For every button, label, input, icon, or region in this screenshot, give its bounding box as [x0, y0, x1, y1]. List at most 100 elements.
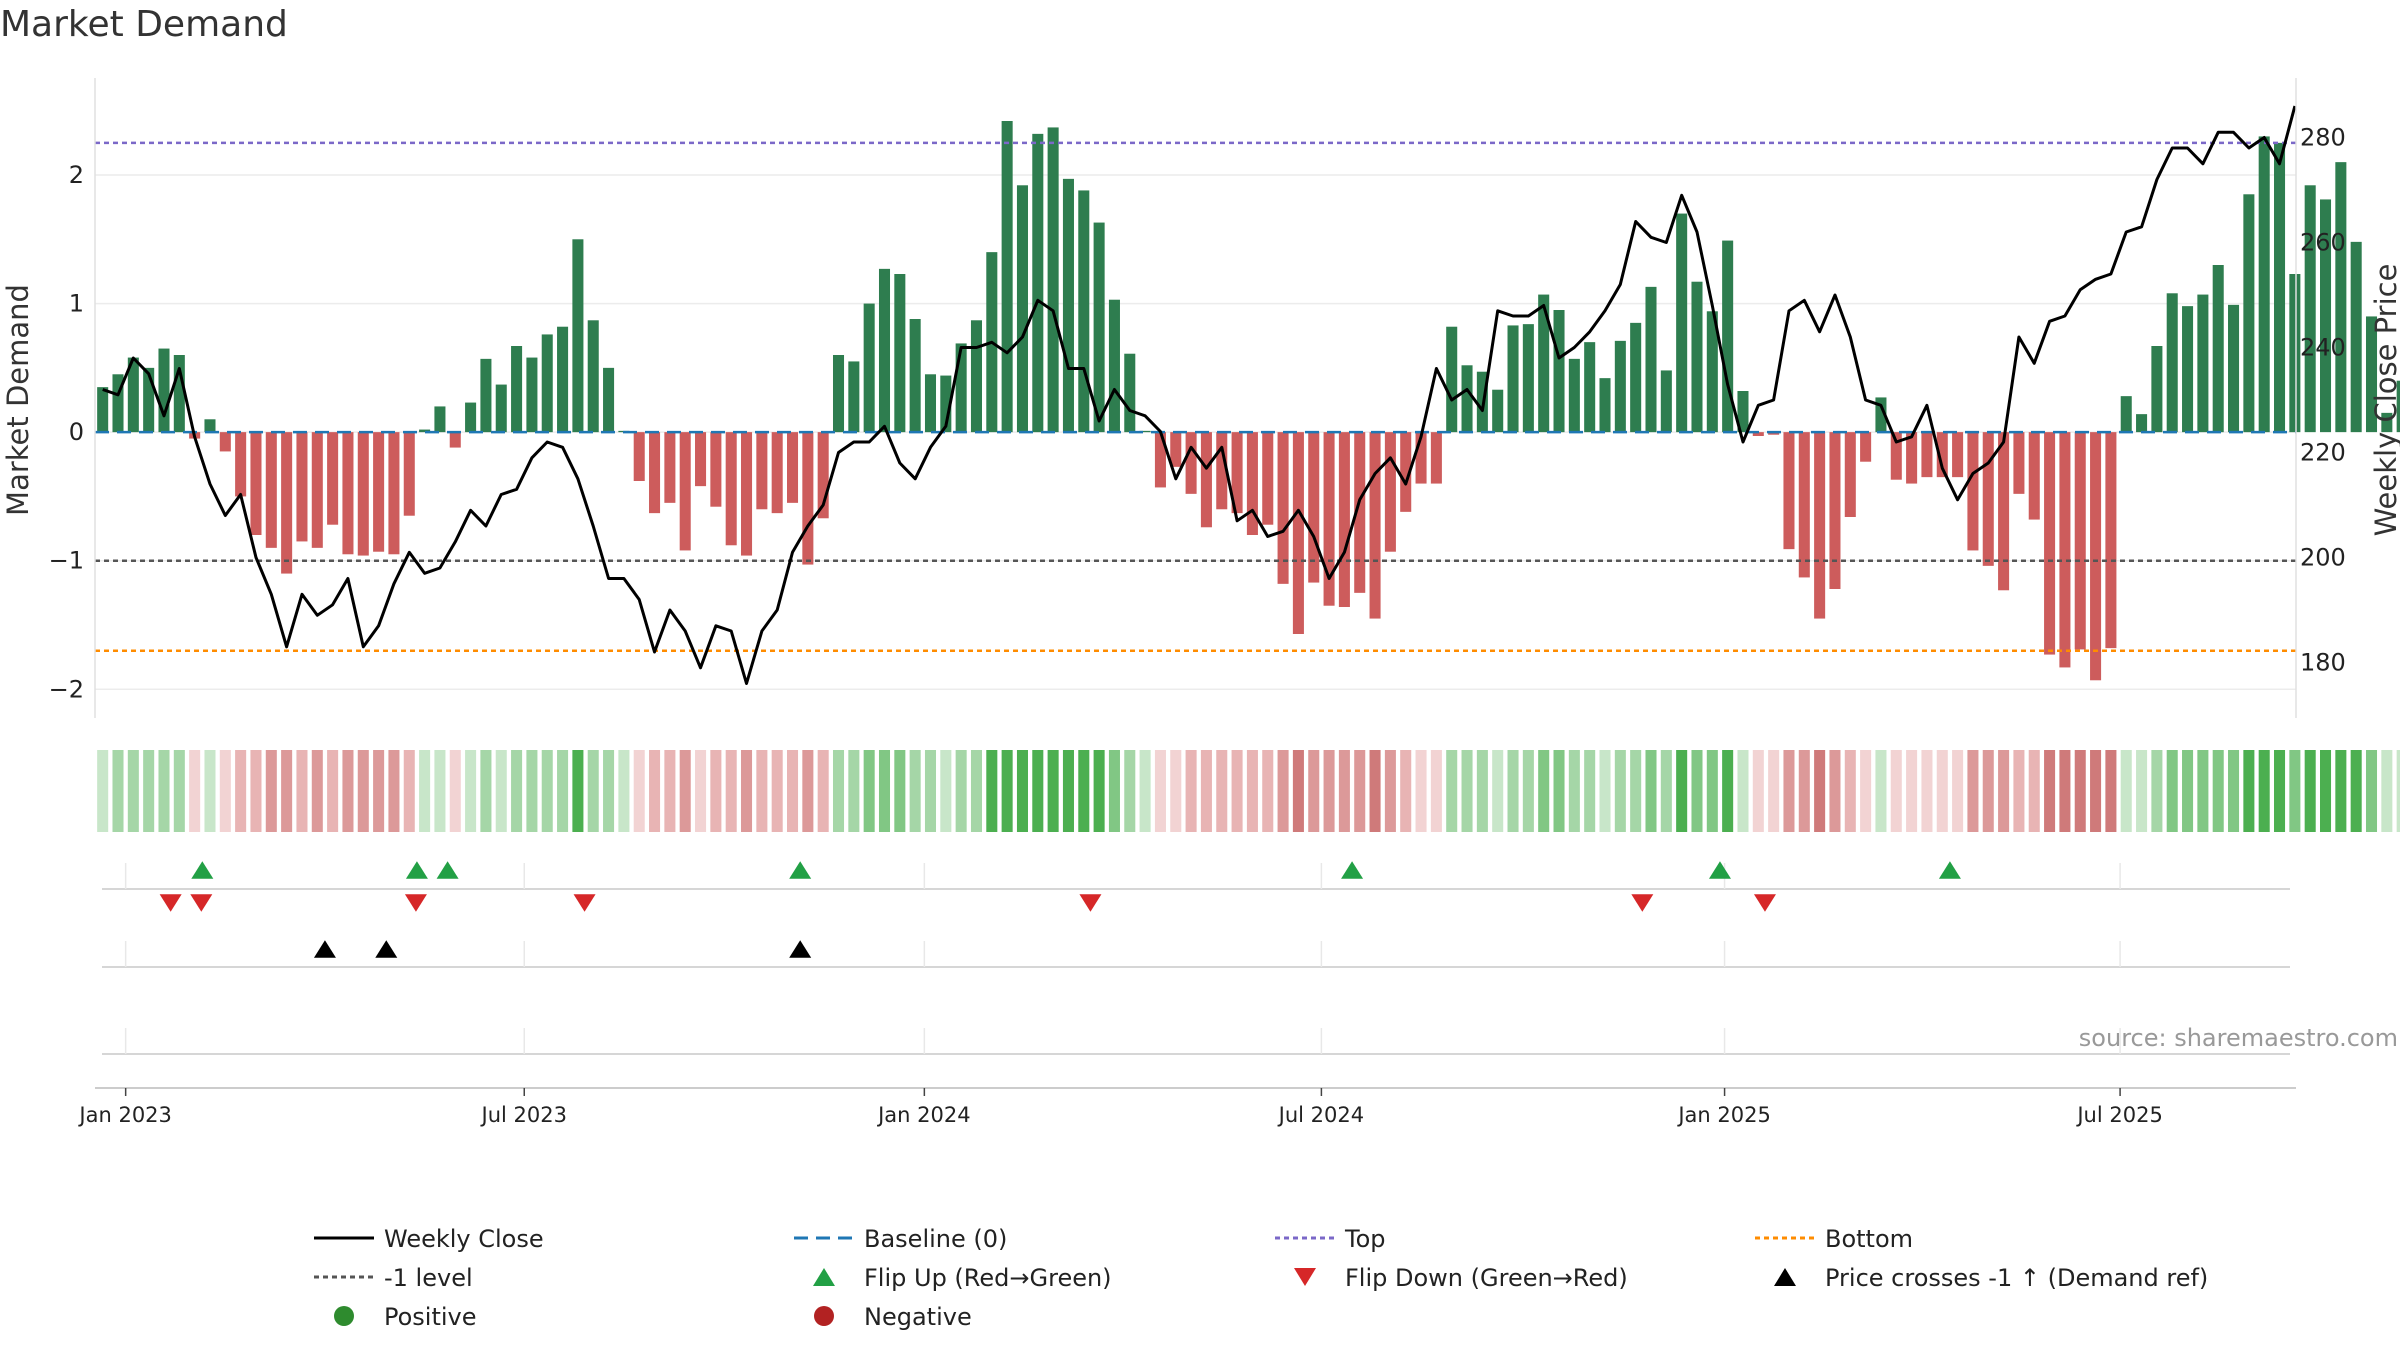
heat-cell	[419, 750, 431, 832]
date-tick-label: Jul 2023	[480, 1103, 567, 1127]
heat-cell	[1706, 750, 1718, 832]
demand-bar	[204, 419, 216, 433]
heat-cell	[863, 750, 875, 832]
demand-bar	[1277, 432, 1289, 584]
demand-bar	[296, 432, 308, 542]
demand-bar	[495, 384, 507, 433]
demand-bar	[1078, 190, 1090, 433]
heat-cell	[1246, 750, 1258, 832]
date-axis: Jan 2023 Jul 2023 Jan 2024 Jul 2024 Jan 2025…	[77, 1087, 2296, 1127]
flip-up-marker	[191, 861, 214, 879]
heat-cell	[173, 750, 185, 832]
demand-bar	[1783, 432, 1795, 550]
demand-bar	[1430, 432, 1442, 484]
heat-cell	[679, 750, 691, 832]
demand-bar	[557, 326, 569, 433]
heat-cell	[848, 750, 860, 832]
axes: 2 1 0 −1 −2 280 260 240 220 200 180 Market Demand We…	[1, 78, 2400, 718]
heat-cell	[403, 750, 415, 832]
heat-cell	[2274, 750, 2286, 832]
demand-bar	[342, 432, 354, 555]
demand-bar	[2228, 304, 2240, 433]
demand-bar	[1032, 133, 1044, 433]
heat-cell	[1446, 750, 1458, 832]
right-tick-label: 240	[2300, 334, 2346, 362]
chart-title: Market Demand	[0, 4, 288, 45]
demand-bar	[1262, 432, 1274, 525]
date-tick-label: Jul 2024	[1277, 1103, 1364, 1127]
demand-bar	[1860, 432, 1872, 462]
demand-bar	[1829, 432, 1841, 589]
heat-cell	[1645, 750, 1657, 832]
source-label: source: sharemaestro.com	[2079, 1024, 2398, 1052]
demand-bar	[1798, 432, 1810, 578]
heat-cell	[771, 750, 783, 832]
flip-down-marker	[1631, 894, 1654, 912]
heat-cell	[1906, 750, 1918, 832]
demand-bar	[449, 432, 461, 448]
heat-cell	[817, 750, 829, 832]
demand-bar	[649, 432, 661, 514]
price-cross-marker	[375, 940, 398, 958]
price-cross-marker	[789, 940, 812, 958]
flip-up-marker	[1708, 861, 1731, 879]
demand-bar	[2013, 432, 2025, 494]
demand-bar	[2304, 185, 2316, 433]
heat-cell	[1016, 750, 1028, 832]
demand-bar	[2212, 265, 2224, 433]
heat-cell	[1936, 750, 1948, 832]
demand-bar	[1292, 432, 1304, 634]
demand-bar	[2258, 136, 2270, 433]
heat-cell	[1430, 750, 1442, 832]
heat-cell	[1860, 750, 1872, 832]
demand-bar	[1216, 432, 1228, 510]
demand-bar	[250, 432, 262, 535]
demand-bar	[2365, 316, 2378, 433]
heat-cell	[2013, 750, 2025, 832]
reference-lines	[95, 141, 2296, 652]
heat-cell	[1768, 750, 1780, 832]
heat-cell	[373, 750, 385, 832]
heat-cell	[618, 750, 630, 832]
heat-cell	[2320, 750, 2332, 832]
demand-bar	[1231, 432, 1243, 514]
heat-cell	[2105, 750, 2117, 832]
heat-cell	[1921, 750, 1933, 832]
legend-label: Weekly Close	[384, 1225, 544, 1253]
demand-bar	[1200, 432, 1212, 528]
demand-bar	[541, 334, 553, 433]
demand-bar	[2074, 432, 2086, 650]
right-tick-label: 280	[2300, 124, 2346, 152]
demand-bar	[1890, 432, 1902, 480]
heat-cell	[1323, 750, 1335, 832]
demand-bar	[388, 432, 400, 555]
heat-cell	[235, 750, 247, 832]
demand-bar	[2289, 274, 2301, 433]
heat-cell	[2243, 750, 2255, 832]
right-tick-label: 260	[2300, 229, 2346, 257]
heat-cell	[1032, 750, 1044, 832]
price-cross-marker	[313, 940, 336, 958]
heat-cell	[986, 750, 998, 832]
demand-bar	[1369, 432, 1381, 619]
demand-bar	[1722, 240, 1734, 433]
demand-bar	[1124, 353, 1136, 433]
demand-bar	[1308, 432, 1320, 583]
flip-up-marker	[1938, 861, 1961, 879]
demand-bar	[1185, 432, 1197, 494]
demand-bar	[1660, 370, 1672, 433]
demand-bar	[1001, 121, 1013, 433]
demand-bar	[480, 358, 492, 433]
heat-cell	[1108, 750, 1120, 832]
demand-bar	[1093, 222, 1105, 433]
heat-cell	[449, 750, 461, 832]
heat-cell	[603, 750, 615, 832]
right-axis-label: Weekly Close Price	[2369, 264, 2400, 537]
heat-cell	[541, 750, 553, 832]
weekly-close-line	[102, 105, 2297, 685]
left-tick-label: −2	[49, 675, 84, 703]
heat-cell	[1584, 750, 1596, 832]
heat-cell	[664, 750, 676, 832]
right-tick-label: 180	[2300, 649, 2346, 677]
heat-cell	[1354, 750, 1366, 832]
